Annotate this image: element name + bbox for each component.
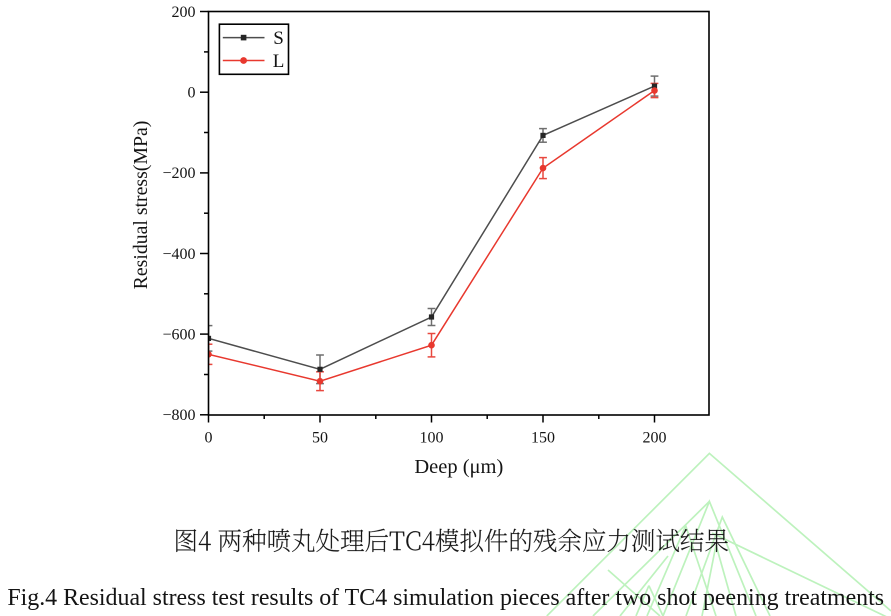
svg-text:−400: −400 [162, 246, 195, 263]
svg-text:Fig.4 Residual stress test res: Fig.4 Residual stress test results of TC… [7, 585, 884, 611]
svg-text:0: 0 [188, 85, 196, 102]
svg-text:0: 0 [205, 430, 213, 447]
svg-text:100: 100 [420, 430, 444, 447]
svg-text:150: 150 [531, 430, 555, 447]
svg-text:S: S [273, 28, 284, 49]
svg-text:50: 50 [312, 430, 328, 447]
svg-text:Deep (μm): Deep (μm) [414, 456, 503, 478]
svg-text:−800: −800 [162, 407, 195, 424]
svg-text:200: 200 [172, 4, 196, 21]
svg-text:200: 200 [643, 430, 667, 447]
svg-text:−200: −200 [162, 165, 195, 182]
svg-text:−600: −600 [162, 326, 195, 343]
svg-text:L: L [273, 51, 285, 72]
svg-text:Residual stress(MPa): Residual stress(MPa) [130, 121, 152, 290]
